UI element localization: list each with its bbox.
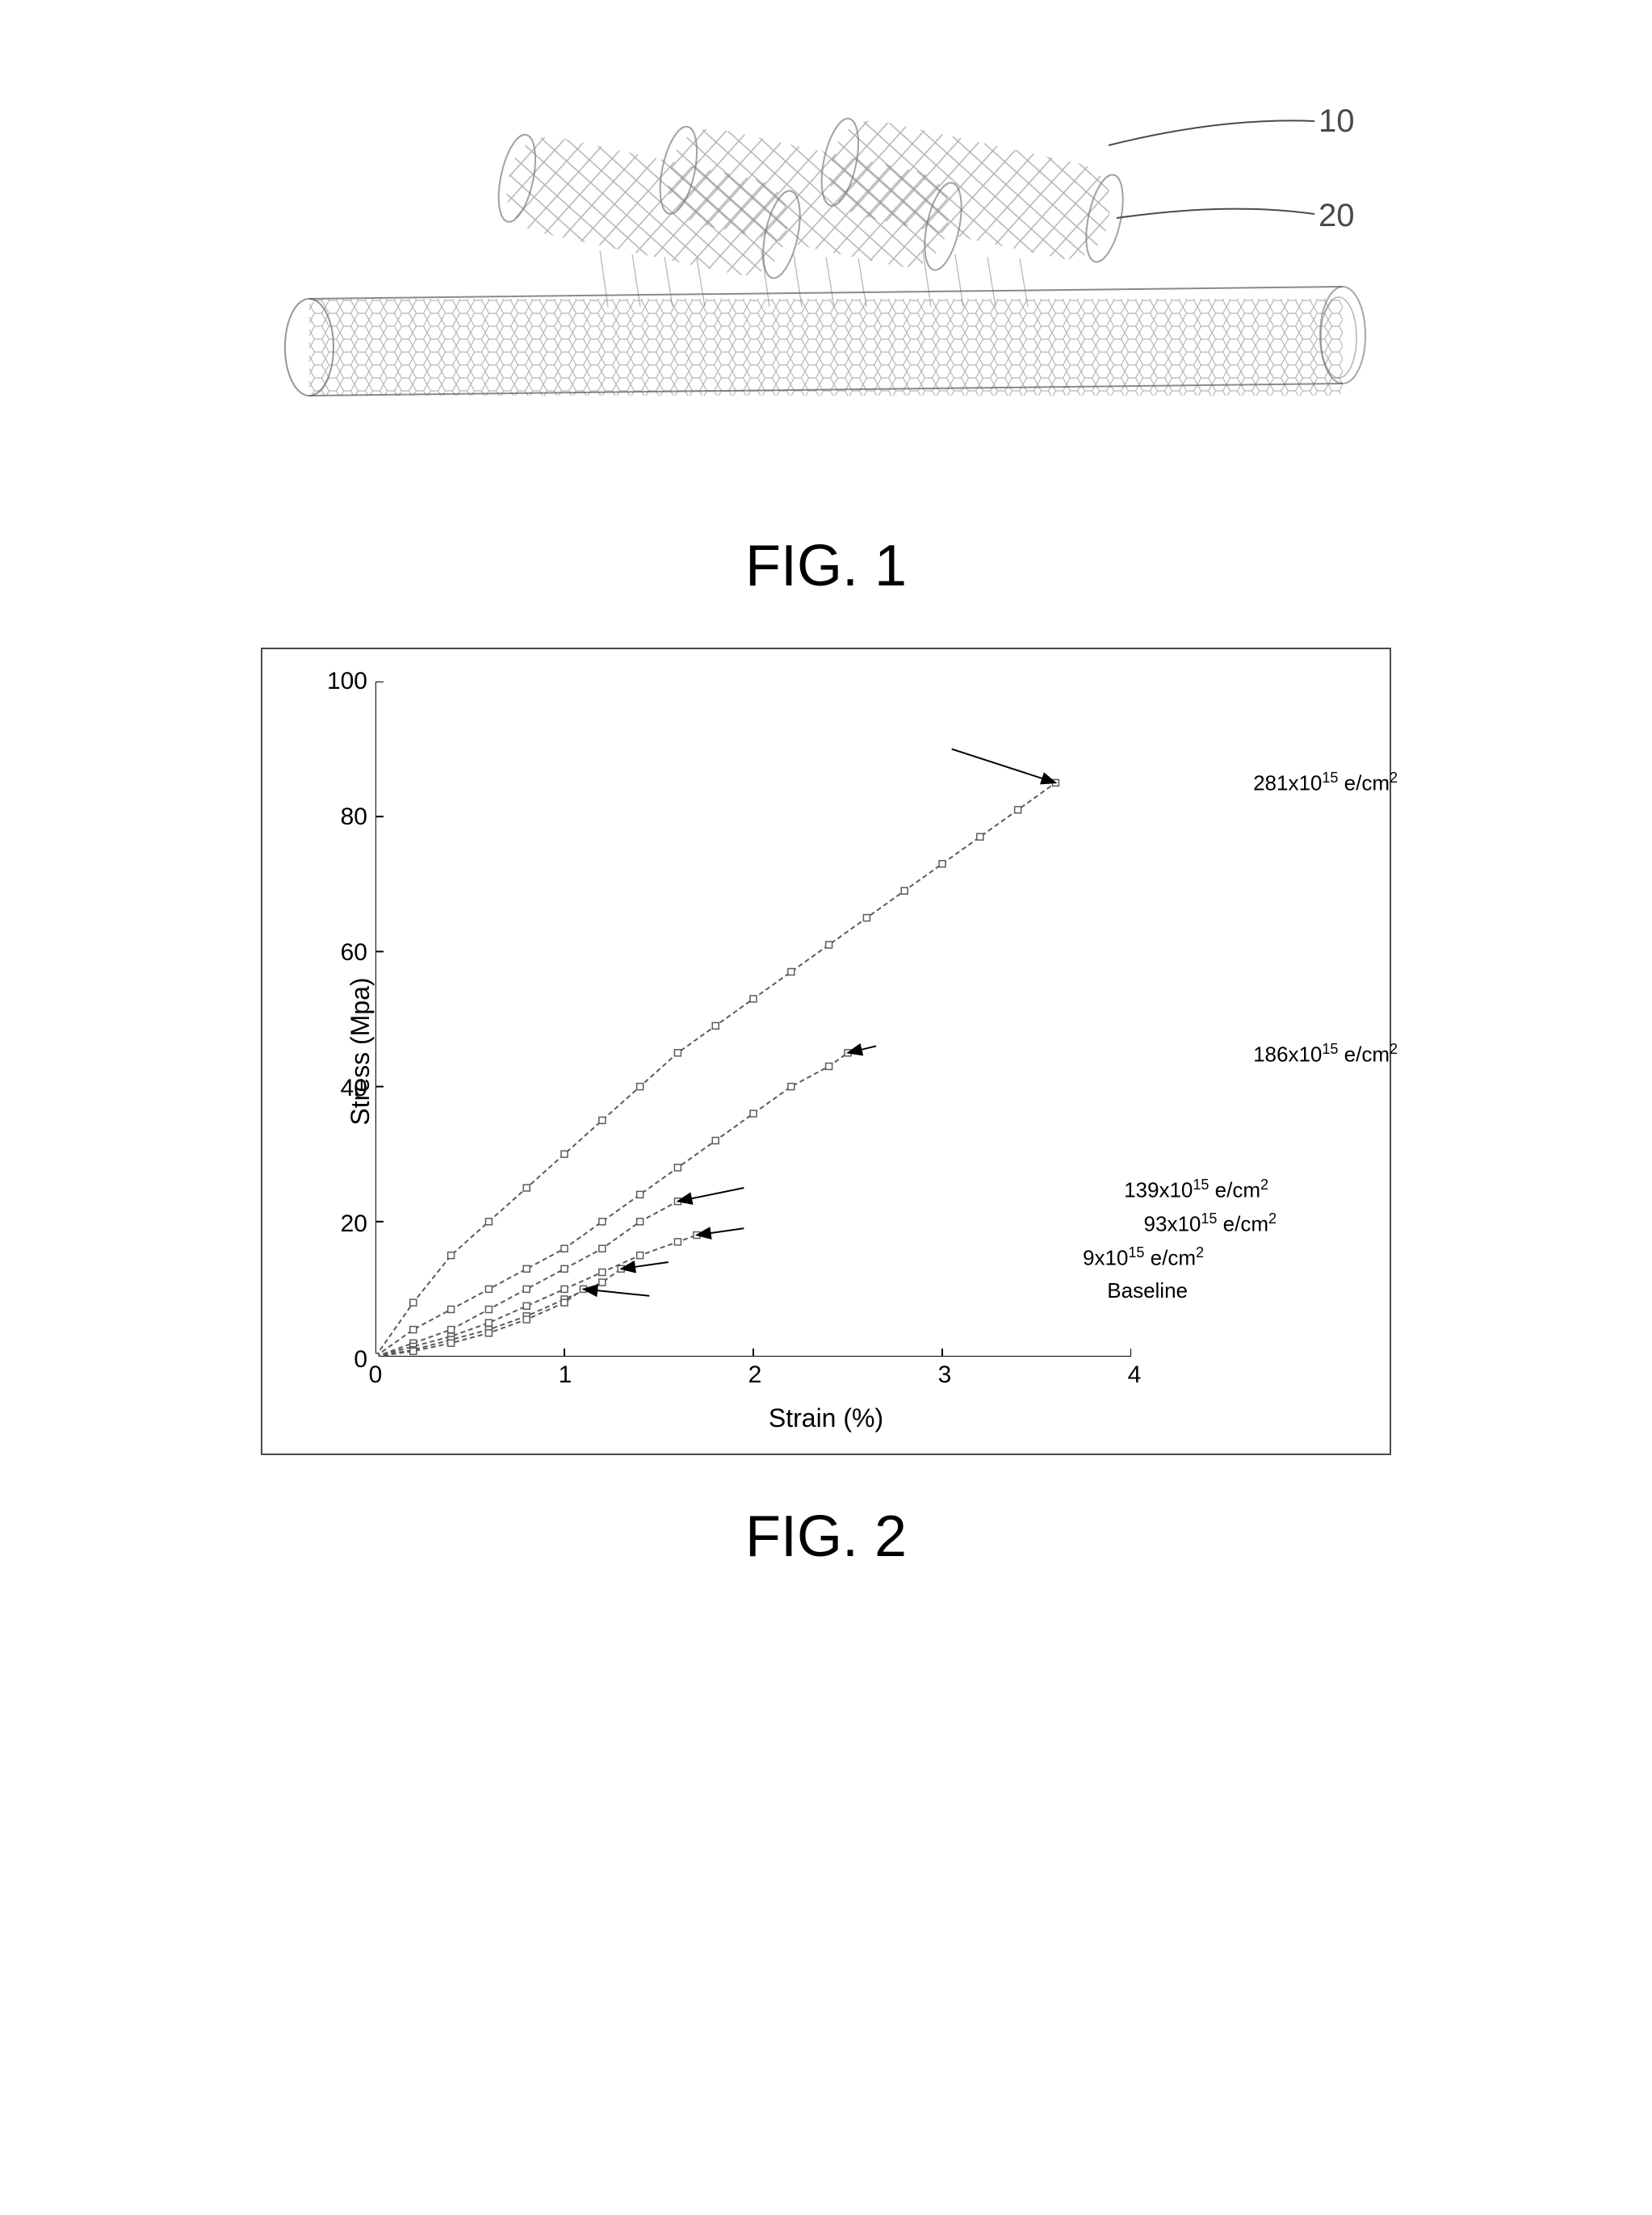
series-label: 186x1015 e/cm2: [1253, 1041, 1398, 1068]
y-tick-label: 80: [341, 803, 367, 831]
nanotube-svg: [180, 81, 1472, 485]
callout-label-20: 20: [1319, 198, 1355, 234]
nanotube-diagram: 10 20: [180, 81, 1472, 485]
chart-svg: [375, 682, 1131, 1357]
callout-lines: [1109, 120, 1314, 218]
x-tick-label: 1: [559, 1361, 572, 1389]
y-tick-label: 60: [341, 939, 367, 967]
series-label: 9x1015 e/cm2: [1083, 1244, 1204, 1271]
series-label: Baseline: [1107, 1278, 1188, 1303]
x-tick-label: 2: [748, 1361, 762, 1389]
y-tick-label: 20: [341, 1210, 367, 1238]
figure-1-caption: FIG. 1: [32, 533, 1620, 599]
plot-area: [375, 682, 1131, 1357]
y-tick-label: 40: [341, 1075, 367, 1102]
series-label: 93x1015 e/cm2: [1144, 1210, 1277, 1237]
figure-1-block: 10 20 FIG. 1: [32, 81, 1620, 599]
upper-nanotubes: [491, 111, 1130, 307]
x-tick-label: 3: [938, 1361, 952, 1389]
series-label: 281x1015 e/cm2: [1253, 770, 1398, 796]
x-axis-label: Strain (%): [769, 1403, 883, 1433]
y-axis-label: Stress (Mpa): [346, 977, 375, 1125]
figure-2-caption: FIG. 2: [32, 1504, 1620, 1570]
callout-label-10: 10: [1319, 103, 1355, 140]
stress-strain-chart: Stress (Mpa) Strain (%) 0 20 40 60 80 100 0 1 2…: [261, 648, 1391, 1455]
y-tick-label: 0: [354, 1346, 367, 1374]
main-nanotube: [285, 287, 1365, 396]
series-label: 139x1015 e/cm2: [1124, 1177, 1268, 1203]
x-tick-label: 0: [369, 1361, 383, 1389]
y-tick-label: 100: [327, 668, 367, 695]
x-tick-label: 4: [1128, 1361, 1142, 1389]
figure-2-block: Stress (Mpa) Strain (%) 0 20 40 60 80 100 0 1 2…: [32, 648, 1620, 1570]
